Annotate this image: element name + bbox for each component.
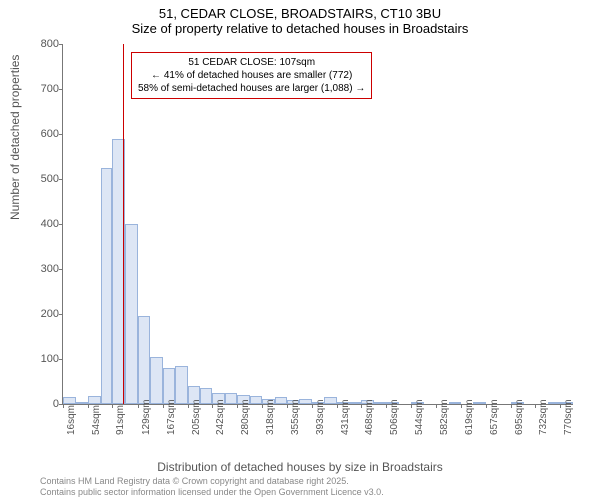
marker-line <box>123 44 124 404</box>
x-axis-label: Distribution of detached houses by size … <box>0 460 600 474</box>
histogram-bar <box>225 393 238 404</box>
histogram-bar <box>138 316 151 404</box>
y-tick-label: 600 <box>27 128 59 140</box>
x-tick-mark <box>287 404 288 408</box>
y-tick-mark <box>59 44 63 45</box>
y-tick-label: 400 <box>27 218 59 230</box>
x-tick-label: 54sqm <box>91 395 102 435</box>
histogram-bar <box>349 402 361 404</box>
y-tick-label: 200 <box>27 308 59 320</box>
x-tick-label: 544sqm <box>414 395 425 435</box>
footer-line: Contains public sector information licen… <box>40 487 384 498</box>
annotation-box: 51 CEDAR CLOSE: 107sqm ← 41% of detached… <box>131 52 372 99</box>
y-tick-mark <box>59 224 63 225</box>
x-tick-label: 129sqm <box>141 395 152 435</box>
chart-title: 51, CEDAR CLOSE, BROADSTAIRS, CT10 3BU <box>0 0 600 21</box>
histogram-bar <box>374 402 387 404</box>
x-tick-mark <box>237 404 238 408</box>
x-tick-label: 167sqm <box>166 395 177 435</box>
annotation-line: ← 41% of detached houses are smaller (77… <box>138 69 365 82</box>
x-tick-mark <box>560 404 561 408</box>
histogram-bar <box>101 168 113 404</box>
x-tick-label: 393sqm <box>315 395 326 435</box>
histogram-bar <box>125 224 138 404</box>
x-tick-label: 280sqm <box>240 395 251 435</box>
x-tick-label: 431sqm <box>340 395 351 435</box>
y-axis-label: Number of detached properties <box>8 55 22 220</box>
x-tick-label: 732sqm <box>538 395 549 435</box>
y-tick-label: 300 <box>27 263 59 275</box>
histogram-bar <box>473 402 486 404</box>
x-tick-mark <box>212 404 213 408</box>
y-tick-label: 500 <box>27 173 59 185</box>
x-tick-mark <box>112 404 113 408</box>
histogram-bar <box>299 399 312 404</box>
y-tick-label: 700 <box>27 83 59 95</box>
histogram-bar <box>200 388 212 404</box>
x-tick-label: 657sqm <box>489 395 500 435</box>
x-tick-label: 205sqm <box>191 395 202 435</box>
x-tick-label: 355sqm <box>290 395 301 435</box>
annotation-line: 58% of semi-detached houses are larger (… <box>138 82 365 95</box>
x-tick-label: 468sqm <box>364 395 375 435</box>
x-tick-mark <box>312 404 313 408</box>
histogram-bar <box>324 397 337 404</box>
x-tick-mark <box>138 404 139 408</box>
x-tick-mark <box>337 404 338 408</box>
y-tick-mark <box>59 179 63 180</box>
x-tick-label: 770sqm <box>563 395 574 435</box>
x-tick-label: 619sqm <box>464 395 475 435</box>
histogram-bar <box>449 402 461 404</box>
x-tick-mark <box>386 404 387 408</box>
x-tick-mark <box>361 404 362 408</box>
x-tick-mark <box>63 404 64 408</box>
x-tick-label: 242sqm <box>215 395 226 435</box>
x-tick-mark <box>486 404 487 408</box>
x-tick-mark <box>511 404 512 408</box>
chart-subtitle: Size of property relative to detached ho… <box>0 21 600 36</box>
x-tick-label: 16sqm <box>66 395 77 435</box>
x-tick-label: 91sqm <box>115 395 126 435</box>
y-tick-mark <box>59 359 63 360</box>
x-tick-mark <box>88 404 89 408</box>
x-tick-mark <box>461 404 462 408</box>
x-tick-label: 318sqm <box>265 395 276 435</box>
y-tick-mark <box>59 89 63 90</box>
x-tick-label: 582sqm <box>439 395 450 435</box>
x-tick-mark <box>163 404 164 408</box>
histogram-bar <box>548 402 561 404</box>
footer-attribution: Contains HM Land Registry data © Crown c… <box>40 476 384 498</box>
x-tick-label: 506sqm <box>389 395 400 435</box>
y-tick-mark <box>59 314 63 315</box>
x-tick-mark <box>436 404 437 408</box>
y-tick-label: 800 <box>27 38 59 50</box>
x-tick-mark <box>535 404 536 408</box>
x-tick-mark <box>411 404 412 408</box>
plot-area: 010020030040050060070080016sqm54sqm91sqm… <box>62 44 573 405</box>
histogram-bar <box>175 366 188 404</box>
histogram-bar <box>250 396 263 404</box>
annotation-line: 51 CEDAR CLOSE: 107sqm <box>138 56 365 69</box>
y-tick-label: 0 <box>27 398 59 410</box>
x-tick-label: 695sqm <box>514 395 525 435</box>
x-tick-mark <box>262 404 263 408</box>
histogram-bar <box>76 402 89 404</box>
chart-container: 51, CEDAR CLOSE, BROADSTAIRS, CT10 3BU S… <box>0 0 600 500</box>
x-tick-mark <box>188 404 189 408</box>
histogram-bar <box>275 397 287 404</box>
footer-line: Contains HM Land Registry data © Crown c… <box>40 476 384 487</box>
y-tick-mark <box>59 134 63 135</box>
y-tick-label: 100 <box>27 353 59 365</box>
y-tick-mark <box>59 269 63 270</box>
